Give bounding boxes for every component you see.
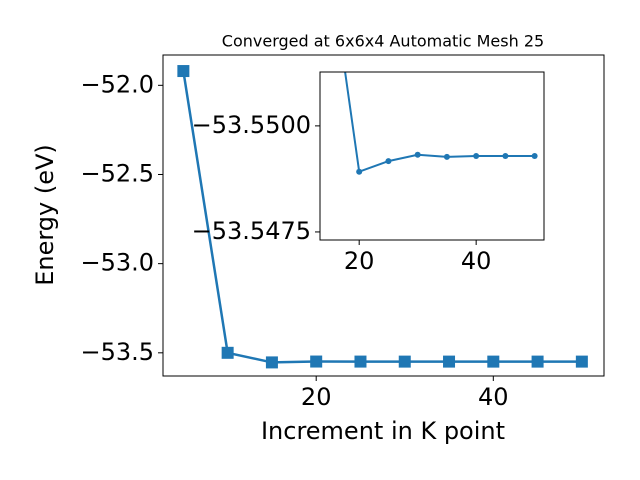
chart-title: Converged at 6x6x4 Automatic Mesh 25 [222,32,544,51]
plot-clip [344,72,538,175]
marker [398,355,411,368]
marker [265,356,278,369]
marker [531,355,544,368]
x-tick-label: 40 [461,247,492,275]
marker [531,153,538,159]
y-tick-label: −53.5500 [192,111,311,139]
marker [385,158,392,165]
axes-frame [162,54,605,377]
series-line [182,70,582,364]
marker [443,153,450,160]
y-tick-label: −52.5 [80,159,154,187]
x-tick-label: 40 [478,383,509,411]
marker [487,355,500,368]
marker [414,151,421,158]
x-tick-label: 20 [344,247,375,275]
y-tick-label: −53.5475 [192,217,311,245]
marker [502,153,509,159]
marker [177,65,190,78]
marker [575,355,588,368]
axes-frame [319,71,545,241]
marker [443,355,456,368]
marker [354,355,367,368]
y-axis-label: Energy (eV) [31,144,59,286]
x-axis-label: Increment in K point [261,417,505,445]
marker [356,168,363,175]
plot-clip [177,65,588,369]
marker [221,346,234,359]
series-line [344,72,535,174]
y-tick-label: −52.0 [80,70,154,98]
x-tick-label: 20 [301,383,332,411]
marker [310,355,323,368]
y-tick-label: −53.5 [80,338,154,366]
y-tick-label: −53.0 [80,249,154,277]
marker [473,153,480,159]
